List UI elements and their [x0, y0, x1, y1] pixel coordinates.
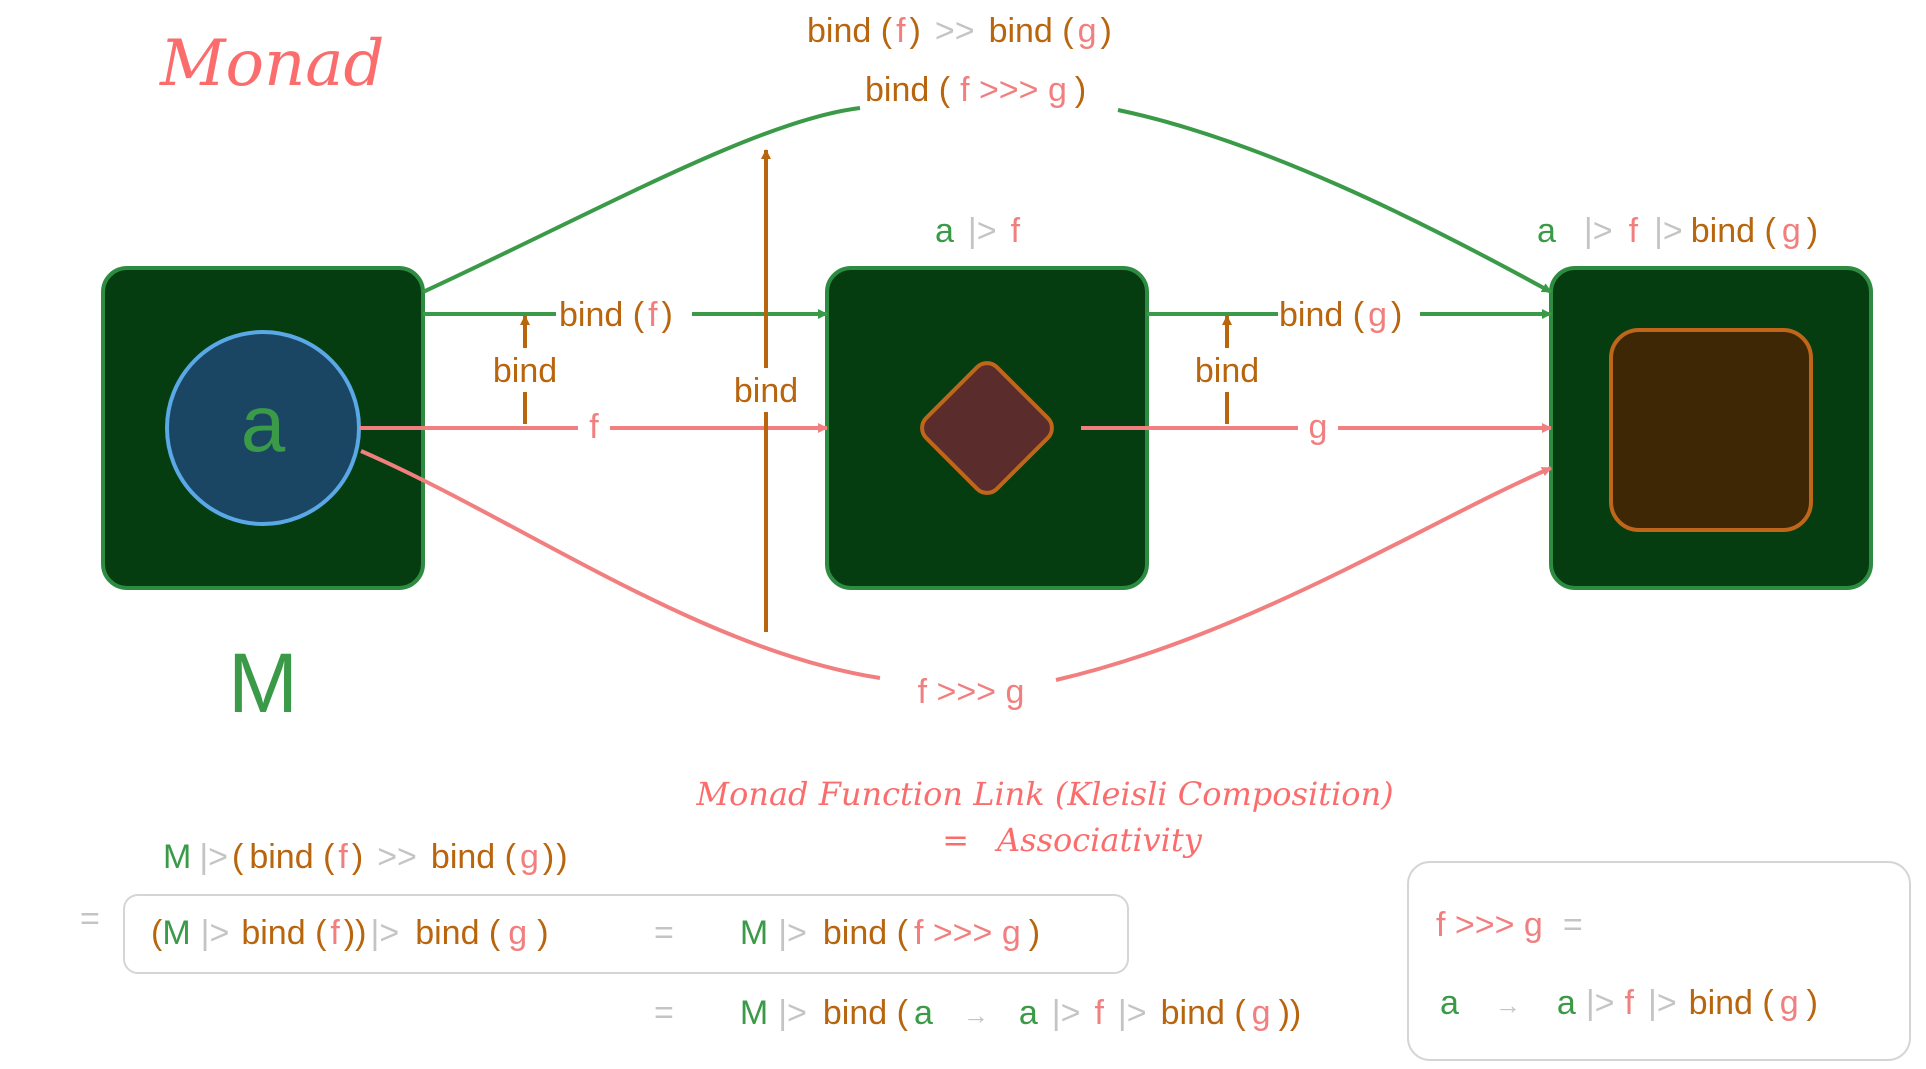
equation-line-2-rhs: = M |> bind (f >>> g)	[654, 914, 1040, 952]
equation-line-2: (M |> bind (f)) |> bind (g)	[151, 914, 549, 952]
definition-lhs: f >>> g =	[1436, 906, 1583, 944]
lift-label-center: bind	[734, 372, 798, 410]
lift-label-right: bind	[1195, 352, 1259, 390]
equation-line-1: M |>(bind (f) >> bind (g))	[163, 838, 568, 876]
arrow-bind-composed-arc-tail	[1117, 108, 1552, 294]
lift-label-left: bind	[493, 352, 557, 390]
arrow-bind-f-label: bind (f)	[559, 296, 673, 334]
definition-rhs: a → a |> f |> bind (g)	[1440, 984, 1818, 1022]
right-box-label: a |> f |> bind (g)	[1537, 212, 1818, 250]
arrow-g-label: g	[1309, 408, 1328, 446]
equation-line-2-eq: =	[80, 900, 100, 938]
page-title: Monad	[159, 27, 384, 101]
definition-box	[1407, 861, 1911, 1061]
kleisli-title: Monad Function Link (Kleisli Composition…	[695, 775, 1393, 813]
value-diamond	[920, 361, 1054, 495]
equation-highlight-box	[123, 894, 1129, 974]
monad-caption: M	[228, 636, 298, 730]
value-square	[1609, 328, 1813, 532]
top-label-composed-binds: bind (f) >> bind (g)	[807, 12, 1112, 50]
arrow-kleisli-arc-tail	[1055, 466, 1552, 682]
value-circle-label: a	[241, 379, 286, 468]
top-label-bind-kleisli: bind (f >>> g)	[865, 71, 1086, 109]
arrow-bind-g-label: bind (g)	[1279, 296, 1402, 334]
equation-line-3: = M |> bind (a → a |> f |> bind (g))	[654, 994, 1301, 1032]
middle-box-label: a |> f	[935, 212, 1021, 250]
kleisli-subtitle: = Associativity	[942, 821, 1203, 859]
arrow-kleisli-label: f >>> g	[918, 673, 1025, 711]
arrow-f-label: f	[589, 408, 599, 446]
arrow-bind-composed-arc	[422, 106, 861, 294]
arrow-kleisli-arc	[360, 449, 881, 680]
